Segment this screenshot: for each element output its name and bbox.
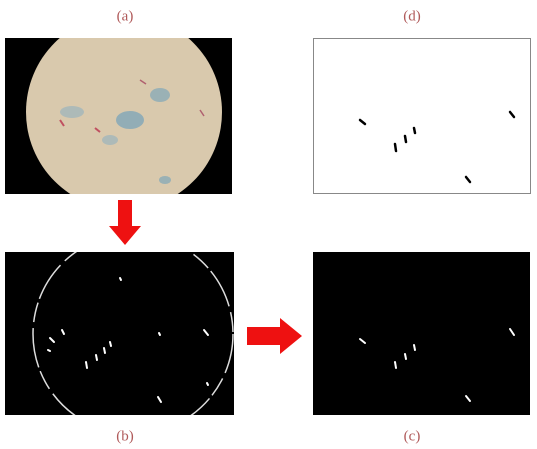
edge-image bbox=[5, 252, 234, 415]
panel-label: (d) bbox=[403, 8, 421, 24]
panel-label: (a) bbox=[117, 8, 134, 24]
arrow-down bbox=[109, 200, 141, 245]
arrow-right bbox=[247, 318, 302, 354]
panel-label: (b) bbox=[116, 428, 134, 444]
result-filtered bbox=[313, 252, 530, 415]
result-inverted bbox=[313, 38, 531, 194]
panel-label: (c) bbox=[404, 428, 421, 444]
microscope-image bbox=[5, 38, 232, 194]
